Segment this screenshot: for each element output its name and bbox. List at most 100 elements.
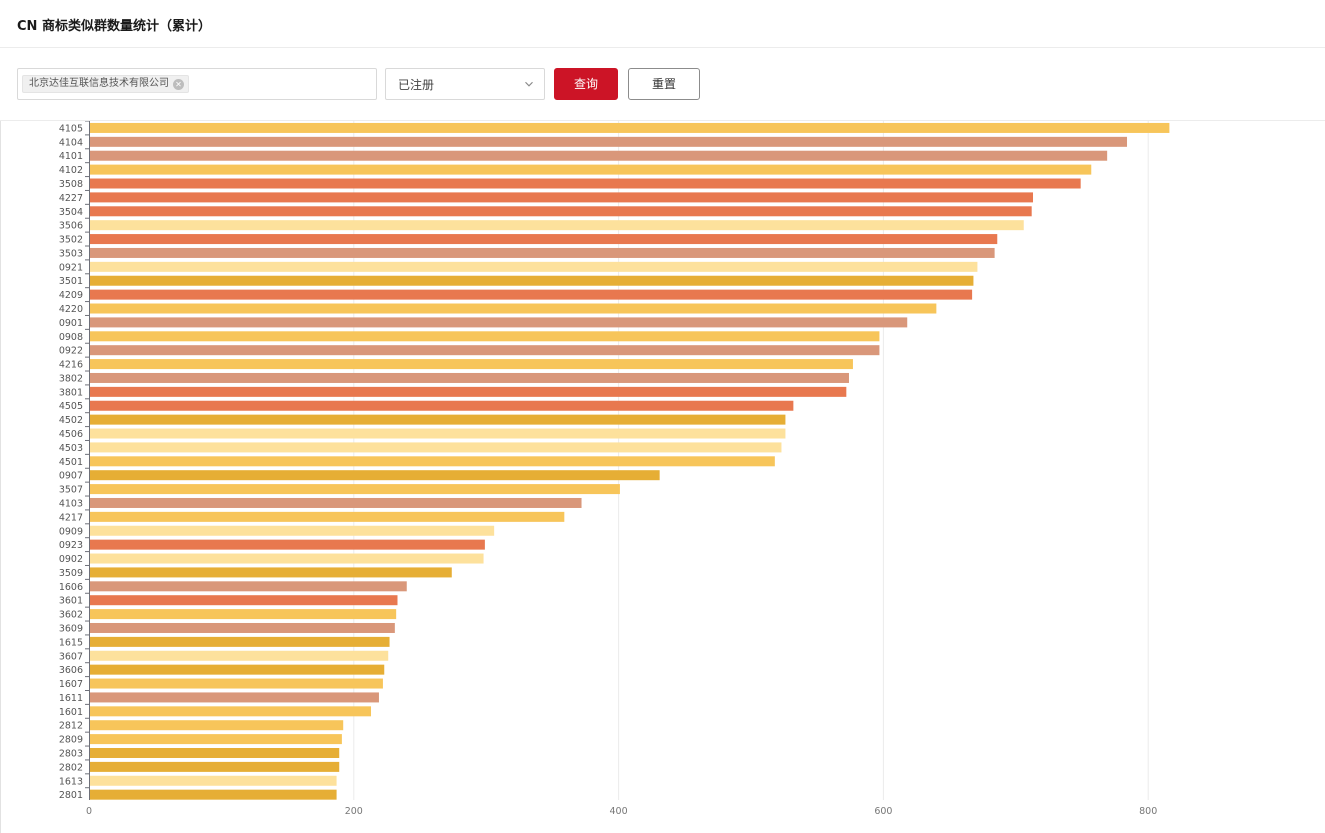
bar-2801 xyxy=(90,789,337,800)
bar-0921 xyxy=(90,261,978,272)
bar-0922 xyxy=(90,345,880,356)
y-tick-label: 2803 xyxy=(59,748,83,759)
y-tick-label: 4209 xyxy=(59,290,83,301)
bar-3508 xyxy=(90,178,1081,189)
x-tick-label: 400 xyxy=(610,806,628,817)
x-tick-label: 0 xyxy=(86,806,92,817)
y-tick-label: 0922 xyxy=(59,346,83,357)
y-tick-label: 0923 xyxy=(59,540,83,551)
y-tick-label: 3501 xyxy=(59,276,83,287)
y-tick-label: 4101 xyxy=(59,151,83,162)
bar-4506 xyxy=(90,428,786,439)
y-tick-label: 3506 xyxy=(59,221,83,232)
bar-chart: 4105 4104 4101 4102 3508 4227 3504 3506 3502 3503… xyxy=(59,121,1170,817)
bar-4209 xyxy=(90,289,973,300)
bar-4502 xyxy=(90,414,786,425)
bar-3609 xyxy=(90,622,395,633)
bar-3606 xyxy=(90,664,385,675)
bar-4105 xyxy=(90,122,1170,133)
y-tick-label: 3504 xyxy=(59,207,83,218)
page-title: CN 商标类似群数量统计（累计） xyxy=(17,19,211,34)
y-tick-label: 4102 xyxy=(59,165,83,176)
bar-3507 xyxy=(90,484,620,495)
y-tick-label: 4506 xyxy=(59,429,83,440)
y-tick-label: 3609 xyxy=(59,623,83,634)
bar-4505 xyxy=(90,400,794,411)
page-header: CN 商标类似群数量统计（累计） xyxy=(0,0,1325,48)
y-tick-label: 4104 xyxy=(59,137,83,148)
y-tick-label: 4227 xyxy=(59,193,83,204)
bar-0923 xyxy=(90,539,485,550)
y-tick-label: 2812 xyxy=(59,721,83,732)
x-tick-label: 200 xyxy=(345,806,363,817)
bar-1601 xyxy=(90,706,372,717)
bar-0908 xyxy=(90,331,880,342)
bar-0902 xyxy=(90,553,484,564)
bar-4217 xyxy=(90,511,565,522)
y-tick-label: 3509 xyxy=(59,568,83,579)
y-tick-label: 3503 xyxy=(59,248,83,259)
y-tick-label: 3502 xyxy=(59,235,83,246)
y-tick-label: 3801 xyxy=(59,387,83,398)
bar-3501 xyxy=(90,275,974,286)
close-icon[interactable]: ✕ xyxy=(173,78,184,90)
reset-button[interactable]: 重置 xyxy=(628,68,700,100)
bar-3801 xyxy=(90,386,847,397)
y-tick-label: 3606 xyxy=(59,665,83,676)
y-tick-label: 4220 xyxy=(59,304,83,315)
y-tick-label: 3601 xyxy=(59,596,83,607)
chevron-down-icon xyxy=(525,81,533,87)
y-tick-label: 4105 xyxy=(59,123,83,134)
bar-3607 xyxy=(90,650,389,661)
y-tick-label: 3507 xyxy=(59,485,83,496)
y-tick-label: 1613 xyxy=(59,776,83,787)
bar-3504 xyxy=(90,206,1032,217)
bar-1606 xyxy=(90,581,407,592)
bar-2803 xyxy=(90,747,340,758)
y-tick-label: 0901 xyxy=(59,318,83,329)
status-select-value: 已注册 xyxy=(398,78,435,92)
bar-3601 xyxy=(90,595,398,606)
bar-4102 xyxy=(90,164,1092,175)
y-tick-label: 4501 xyxy=(59,457,83,468)
y-tick-label: 1607 xyxy=(59,679,83,690)
query-button[interactable]: 查询 xyxy=(554,68,618,100)
y-tick-label: 1611 xyxy=(59,693,83,704)
y-tick-label: 3607 xyxy=(59,651,83,662)
y-tick-label: 4103 xyxy=(59,498,83,509)
bar-0907 xyxy=(90,470,660,481)
bar-4220 xyxy=(90,303,937,314)
bar-4101 xyxy=(90,150,1108,161)
y-tick-label: 2809 xyxy=(59,735,83,746)
y-tick-label: 4217 xyxy=(59,512,83,523)
bar-4216 xyxy=(90,359,853,370)
bar-3503 xyxy=(90,247,995,258)
filter-bar: 北京达佳互联信息技术有限公司 ✕ 已注册 查询 重置 xyxy=(0,48,1325,121)
bar-1607 xyxy=(90,678,383,689)
y-tick-label: 4216 xyxy=(59,360,83,371)
y-tick-label: 0902 xyxy=(59,554,83,565)
x-tick-label: 800 xyxy=(1139,806,1157,817)
y-tick-label: 3602 xyxy=(59,610,83,621)
bar-1615 xyxy=(90,636,390,647)
x-tick-label: 600 xyxy=(874,806,892,817)
status-select[interactable]: 已注册 xyxy=(385,68,545,100)
bar-2812 xyxy=(90,720,344,731)
bar-4104 xyxy=(90,136,1128,147)
bar-3502 xyxy=(90,234,998,245)
y-tick-label: 2801 xyxy=(59,790,83,801)
bar-4501 xyxy=(90,456,775,467)
y-tick-label: 4503 xyxy=(59,443,83,454)
bar-4503 xyxy=(90,442,782,453)
bar-2802 xyxy=(90,761,340,772)
bar-3802 xyxy=(90,372,849,383)
y-tick-label: 4502 xyxy=(59,415,83,426)
y-tick-label: 1606 xyxy=(59,582,83,593)
company-tag: 北京达佳互联信息技术有限公司 ✕ xyxy=(22,75,189,93)
company-select[interactable]: 北京达佳互联信息技术有限公司 ✕ xyxy=(17,68,377,100)
y-tick-label: 0909 xyxy=(59,526,83,537)
y-tick-label: 3802 xyxy=(59,373,83,384)
y-tick-label: 2802 xyxy=(59,762,83,773)
y-tick-label: 0907 xyxy=(59,471,83,482)
company-tag-label: 北京达佳互联信息技术有限公司 xyxy=(29,78,169,89)
